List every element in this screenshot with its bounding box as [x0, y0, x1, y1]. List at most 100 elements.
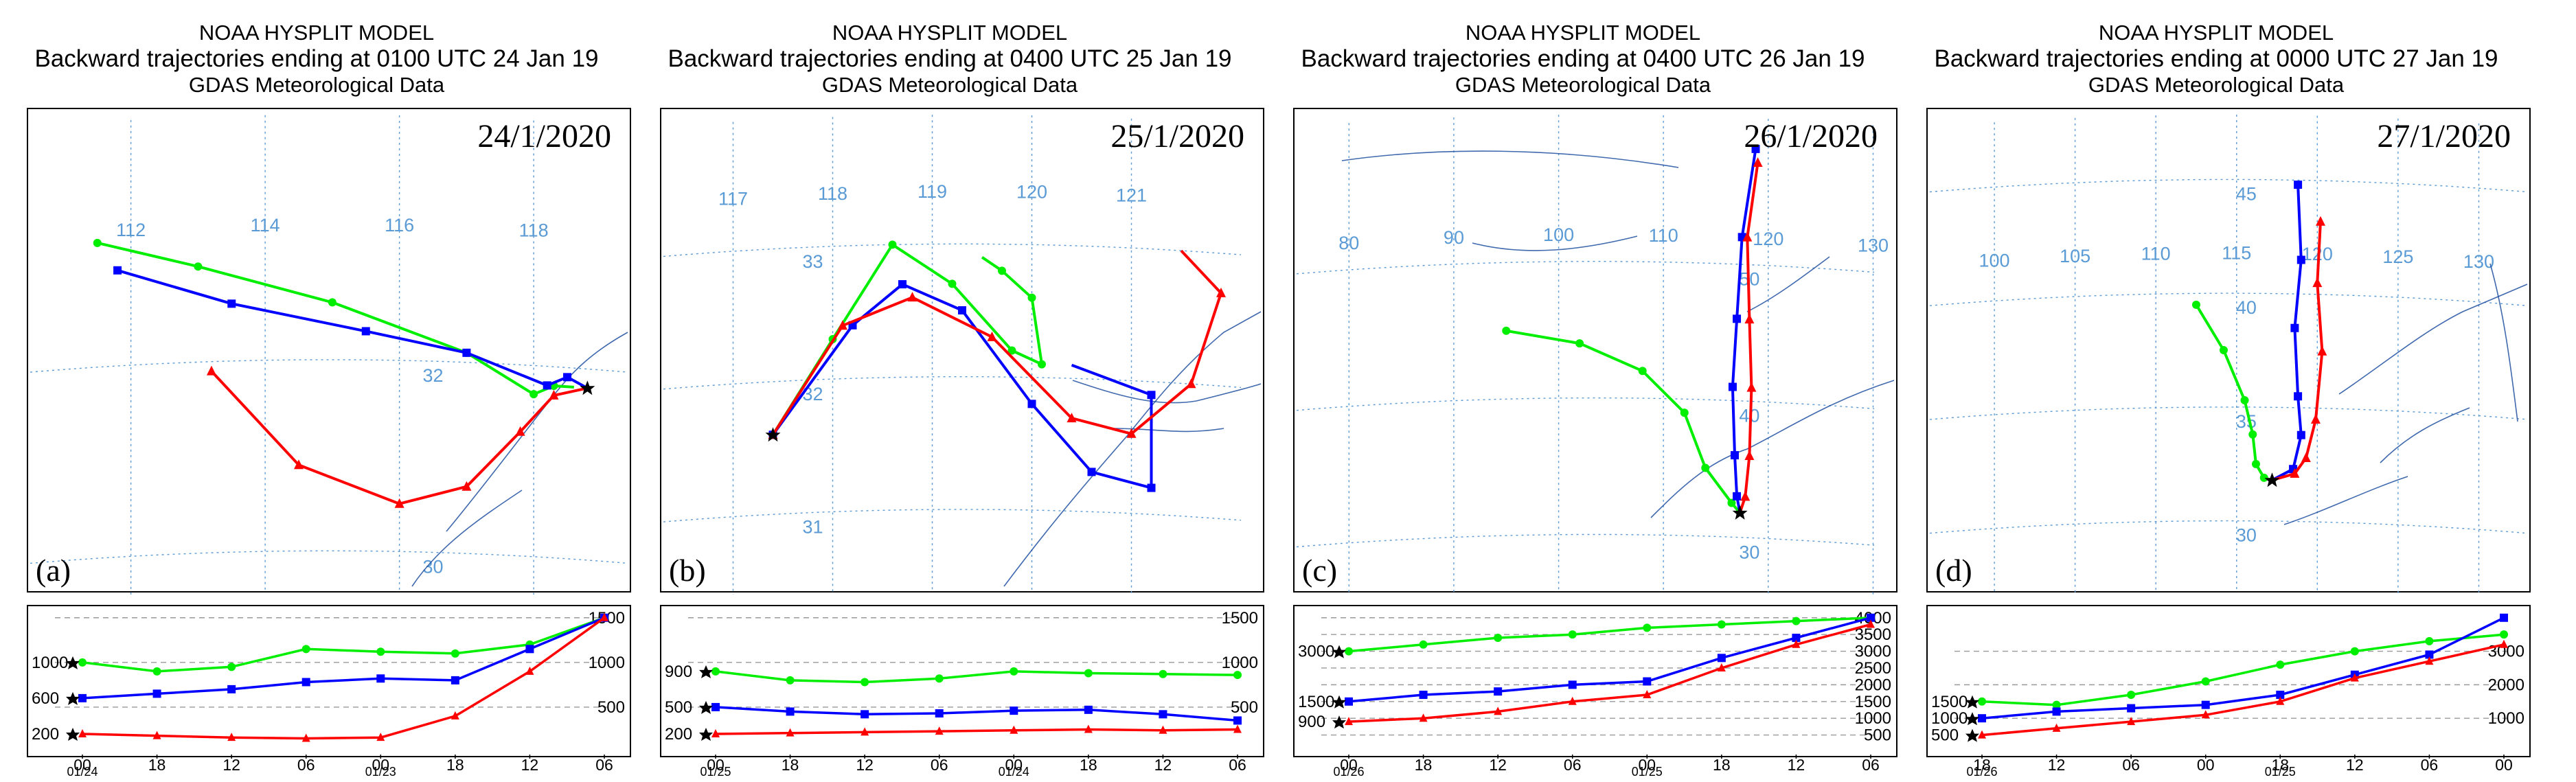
- profile-line-blue: [715, 706, 1238, 722]
- latitude-label: 45: [2236, 183, 2257, 204]
- profile-marker: [1419, 713, 1428, 722]
- trajectory-marker-square: [2290, 323, 2299, 332]
- date-tick-label: 01/24: [67, 765, 98, 776]
- trajectory-marker-triangle: [1742, 231, 1753, 242]
- title-line2: Backward trajectories ending at 0100 UTC…: [34, 45, 599, 72]
- trajectory-marker-circle: [1575, 339, 1584, 348]
- profile-marker: [2052, 707, 2061, 716]
- height-profile-c: 4000350030002500200015001000500300015009…: [1293, 605, 1897, 776]
- trajectory-marker-square: [113, 266, 122, 275]
- longitude-label: 105: [2060, 246, 2090, 266]
- trajectory-marker-triangle: [1067, 413, 1077, 423]
- profile-line-green: [82, 617, 605, 673]
- profile-marker: [1494, 634, 1503, 643]
- profile-marker: [2500, 613, 2508, 622]
- right-height-label: 1000: [589, 654, 625, 672]
- date-tick-label: 01/26: [1333, 765, 1364, 776]
- date-tick-label: 01/25: [2265, 765, 2296, 776]
- profile-marker: [2350, 673, 2359, 682]
- longitude-label: 100: [1543, 225, 1574, 245]
- profile-marker: [1867, 613, 1875, 622]
- panel-c: NOAA HYSPLIT MODEL Backward trajectories…: [1266, 0, 1900, 782]
- longitude-label: 115: [2222, 242, 2251, 263]
- profile-marker: [1978, 730, 1986, 739]
- panel-label: (b): [669, 553, 706, 588]
- profile-marker: [1159, 725, 1167, 734]
- profile-marker: [2276, 696, 2285, 705]
- profile-marker: [152, 689, 161, 698]
- right-height-label: 1500: [1222, 609, 1258, 628]
- trajectory-marker-triangle: [206, 365, 216, 376]
- trajectory-marker-circle: [1502, 326, 1511, 335]
- left-height-label: 900: [665, 663, 692, 681]
- coastline: [1472, 235, 1638, 251]
- profile-line-blue: [1981, 617, 2505, 720]
- x-tick-label: 06: [931, 756, 948, 774]
- trajectory-marker-triangle: [2310, 413, 2321, 424]
- trajectory-marker-square: [563, 373, 572, 382]
- profile-marker: [1978, 697, 1986, 706]
- profile-marker: [451, 711, 459, 720]
- profile-line-red: [1981, 643, 2505, 737]
- longitude-label: 114: [251, 215, 280, 235]
- profile-marker: [786, 707, 795, 716]
- trajectory-marker-triangle: [394, 498, 404, 508]
- left-height-label: 1000: [1931, 709, 1968, 728]
- trajectory-marker-triangle: [1186, 378, 1196, 389]
- profile-start-star-icon: [66, 691, 80, 705]
- profile-marker: [1643, 677, 1652, 686]
- trajectory-marker-square: [1728, 382, 1737, 391]
- parallel-line: [1929, 292, 2528, 306]
- profile-marker: [376, 674, 385, 683]
- profile-marker: [1345, 647, 1353, 656]
- trajectory-marker-circle: [1638, 367, 1647, 376]
- latitude-label: 32: [802, 384, 823, 404]
- title-line1: NOAA HYSPLIT MODEL: [832, 21, 1068, 45]
- profile-start-star-icon: [699, 665, 713, 678]
- trajectory-marker-square: [958, 306, 966, 314]
- profile-marker: [860, 710, 869, 719]
- trajectory-marker-circle: [1007, 346, 1016, 355]
- latitude-label: 31: [802, 517, 823, 538]
- trajectory-marker-circle: [2248, 430, 2257, 439]
- trajectory-marker-circle: [328, 298, 337, 307]
- profile-marker: [1345, 697, 1353, 706]
- right-height-label: 2000: [1855, 676, 1891, 694]
- longitude-label: 121: [1116, 185, 1147, 205]
- profile-marker: [525, 645, 534, 654]
- left-height-label: 500: [1931, 726, 1959, 745]
- profile-marker: [1010, 725, 1018, 734]
- trajectory-marker-square: [1733, 492, 1742, 501]
- profile-marker: [301, 733, 310, 742]
- profile-marker: [860, 727, 869, 736]
- date-tick-label: 01/23: [365, 765, 396, 776]
- date-tick-label: 01/26: [1966, 765, 1997, 776]
- right-height-label: 1000: [1222, 654, 1258, 672]
- height-profile-b: 1500 1000 500 900 500 200 00 18 12 06 00 18 12 06 01/2…: [660, 605, 1264, 776]
- x-tick-label: 12: [223, 756, 240, 774]
- trajectory-marker-circle: [93, 238, 102, 247]
- profile-marker: [1084, 724, 1093, 733]
- trajectory-marker-square: [227, 299, 236, 308]
- latitude-label: 35: [2236, 411, 2257, 432]
- trajectory-marker-triangle: [907, 292, 917, 302]
- trajectory-marker-triangle: [1744, 450, 1755, 460]
- profile-marker: [2127, 717, 2136, 726]
- trajectory-marker-triangle: [1753, 157, 1763, 167]
- coastline: [1072, 380, 1262, 404]
- trajectory-marker-square: [361, 327, 370, 336]
- longitude-label: 117: [718, 188, 748, 209]
- trajectory-marker-square: [462, 348, 471, 357]
- title-line3: GDAS Meteorological Data: [188, 73, 445, 97]
- date-tick-label: 01/24: [999, 765, 1029, 776]
- right-height-label: 3500: [1855, 625, 1891, 644]
- trajectory-marker-square: [1733, 314, 1742, 323]
- x-tick-label: 18: [446, 756, 464, 774]
- left-height-label: 200: [665, 725, 692, 744]
- trajectory-marker-circle: [1038, 360, 1046, 369]
- source-star-icon: [580, 380, 595, 395]
- profile-line-red: [1348, 623, 1871, 723]
- x-tick-label: 06: [1229, 756, 1246, 774]
- trajectory-marker-circle: [1701, 463, 1710, 472]
